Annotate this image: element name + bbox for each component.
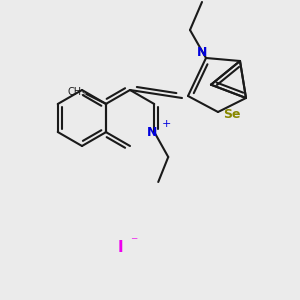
Text: +: +	[162, 119, 171, 129]
Text: ⁻: ⁻	[130, 236, 138, 250]
Text: N: N	[197, 46, 207, 59]
Text: Se: Se	[223, 107, 241, 121]
Text: CH₃: CH₃	[67, 87, 85, 97]
Text: N: N	[147, 125, 158, 139]
Text: I: I	[117, 240, 123, 255]
